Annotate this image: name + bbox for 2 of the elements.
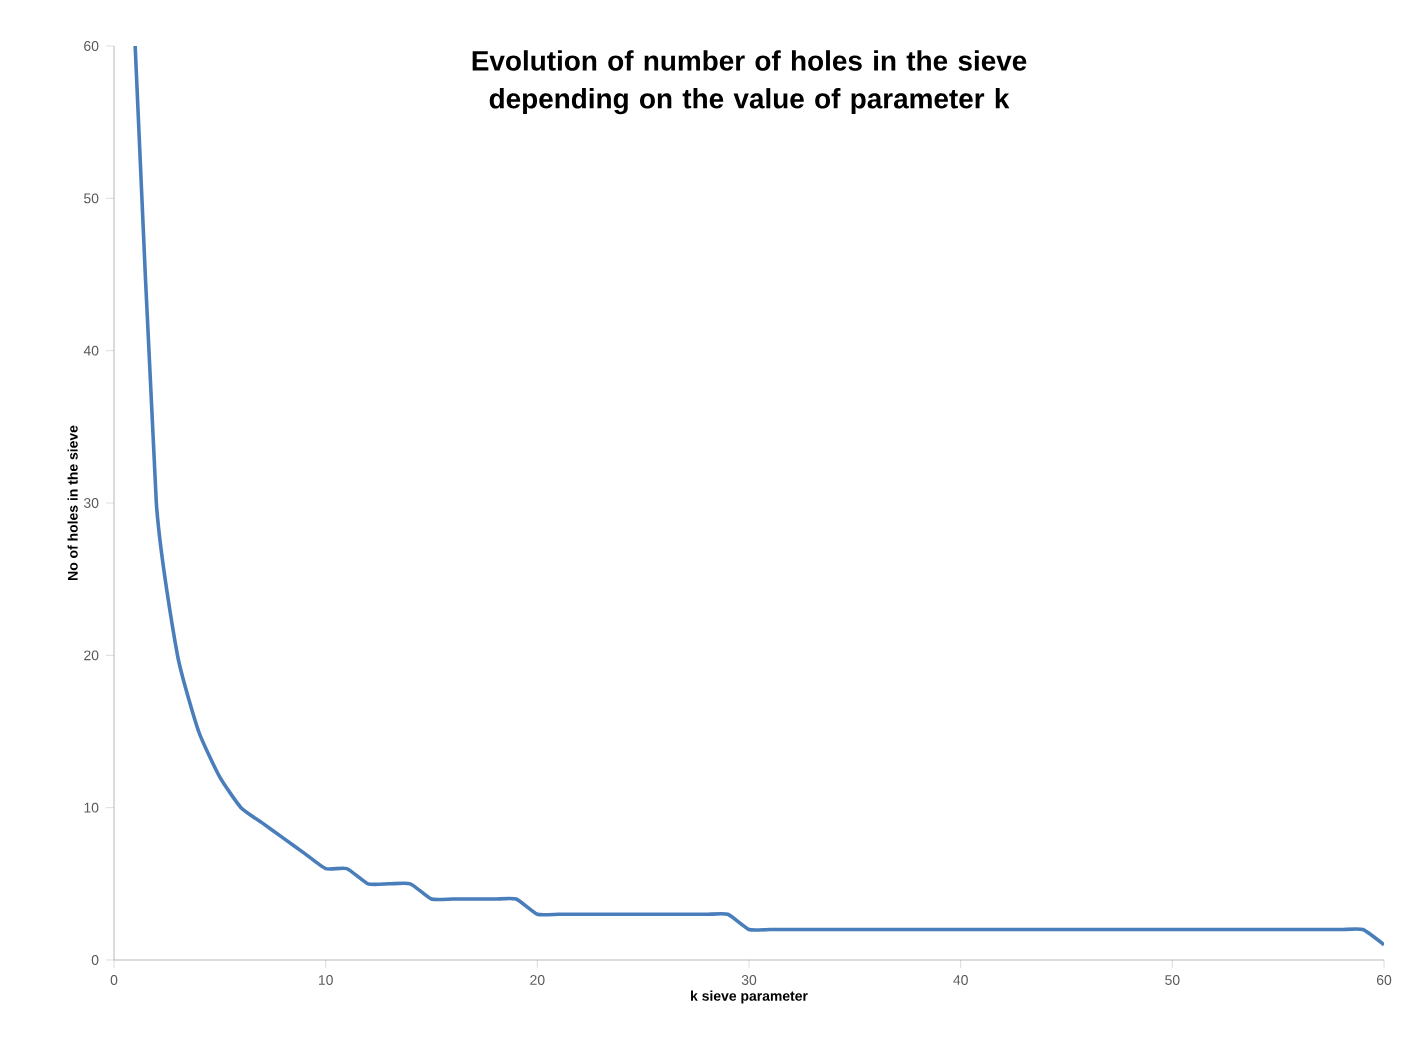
line-series: [133, 46, 1385, 947]
text: Evolution of number of holes in the sieve depending on the value of parameter k: [472, 50, 1027, 115]
